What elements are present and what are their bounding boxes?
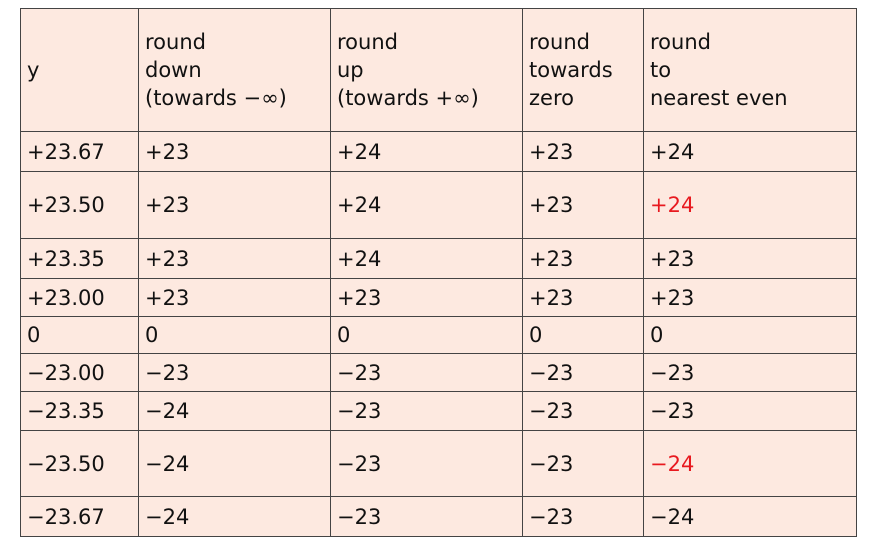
cell-y: +23.35	[20, 238, 139, 279]
header-round-up: round up (towards +∞)	[330, 8, 523, 132]
header-line: round	[145, 30, 206, 54]
table-row: −23.00 −23 −23 −23 −23	[20, 353, 857, 392]
header-round-towards-zero: round towards zero	[522, 8, 644, 132]
table-row: −23.67 −24 −23 −23 −24	[20, 496, 857, 537]
table-row: +23.00 +23 +23 +23 +23	[20, 278, 857, 317]
header-line: (towards +∞)	[337, 86, 479, 110]
header-line: to	[650, 58, 672, 82]
table-row: −23.35 −24 −23 −23 −23	[20, 391, 857, 431]
cell-round-down: −24	[138, 391, 331, 431]
header-line: round	[650, 30, 711, 54]
cell-round-towards-zero: +23	[522, 171, 644, 239]
cell-round-nearest-even: +23	[643, 238, 857, 279]
table-row: 0 0 0 0 0	[20, 316, 857, 354]
cell-round-towards-zero: +23	[522, 278, 644, 317]
cell-round-up: −23	[330, 496, 523, 537]
cell-round-nearest-even: −24	[643, 430, 857, 497]
cell-y: 0	[20, 316, 139, 354]
cell-round-towards-zero: −23	[522, 353, 644, 392]
header-round-nearest-even: round to nearest even	[643, 8, 857, 132]
cell-round-nearest-even: −23	[643, 391, 857, 431]
cell-y: +23.50	[20, 171, 139, 239]
header-line: nearest even	[650, 86, 788, 110]
cell-round-towards-zero: 0	[522, 316, 644, 354]
rounding-modes-table: y round down (towards −∞) round up (towa…	[20, 8, 857, 537]
cell-round-nearest-even: −24	[643, 496, 857, 537]
cell-round-nearest-even: +24	[643, 171, 857, 239]
cell-round-down: 0	[138, 316, 331, 354]
cell-round-up: +24	[330, 238, 523, 279]
cell-round-nearest-even: +24	[643, 131, 857, 172]
cell-y: +23.00	[20, 278, 139, 317]
rounding-table-container: y round down (towards −∞) round up (towa…	[20, 8, 857, 537]
cell-round-up: −23	[330, 353, 523, 392]
cell-round-towards-zero: −23	[522, 496, 644, 537]
table-row: +23.67 +23 +24 +23 +24	[20, 131, 857, 172]
cell-round-up: −23	[330, 391, 523, 431]
table-row: +23.50 +23 +24 +23 +24	[20, 171, 857, 239]
cell-round-nearest-even: +23	[643, 278, 857, 317]
header-line: (towards −∞)	[145, 86, 287, 110]
cell-round-towards-zero: −23	[522, 430, 644, 497]
cell-y: +23.67	[20, 131, 139, 172]
cell-round-nearest-even: −23	[643, 353, 857, 392]
cell-round-up: +24	[330, 171, 523, 239]
cell-round-down: +23	[138, 131, 331, 172]
cell-round-down: −23	[138, 353, 331, 392]
header-line: down	[145, 58, 202, 82]
cell-y: −23.35	[20, 391, 139, 431]
header-line: towards	[529, 58, 613, 82]
cell-round-up: +24	[330, 131, 523, 172]
cell-round-down: −24	[138, 430, 331, 497]
cell-round-up: −23	[330, 430, 523, 497]
cell-round-up: +23	[330, 278, 523, 317]
cell-y: −23.00	[20, 353, 139, 392]
cell-round-down: −24	[138, 496, 331, 537]
cell-round-nearest-even: 0	[643, 316, 857, 354]
cell-round-towards-zero: +23	[522, 238, 644, 279]
header-row: y round down (towards −∞) round up (towa…	[20, 8, 857, 132]
cell-round-towards-zero: +23	[522, 131, 644, 172]
cell-round-down: +23	[138, 238, 331, 279]
header-line: round	[337, 30, 398, 54]
table-row: −23.50 −24 −23 −23 −24	[20, 430, 857, 497]
header-y: y	[20, 8, 139, 132]
cell-round-up: 0	[330, 316, 523, 354]
header-line: round	[529, 30, 590, 54]
cell-round-towards-zero: −23	[522, 391, 644, 431]
header-line: up	[337, 58, 364, 82]
header-line: y	[27, 58, 40, 82]
cell-y: −23.50	[20, 430, 139, 497]
table-row: +23.35 +23 +24 +23 +23	[20, 238, 857, 279]
cell-round-down: +23	[138, 278, 331, 317]
header-round-down: round down (towards −∞)	[138, 8, 331, 132]
cell-y: −23.67	[20, 496, 139, 537]
cell-round-down: +23	[138, 171, 331, 239]
header-line: zero	[529, 86, 574, 110]
